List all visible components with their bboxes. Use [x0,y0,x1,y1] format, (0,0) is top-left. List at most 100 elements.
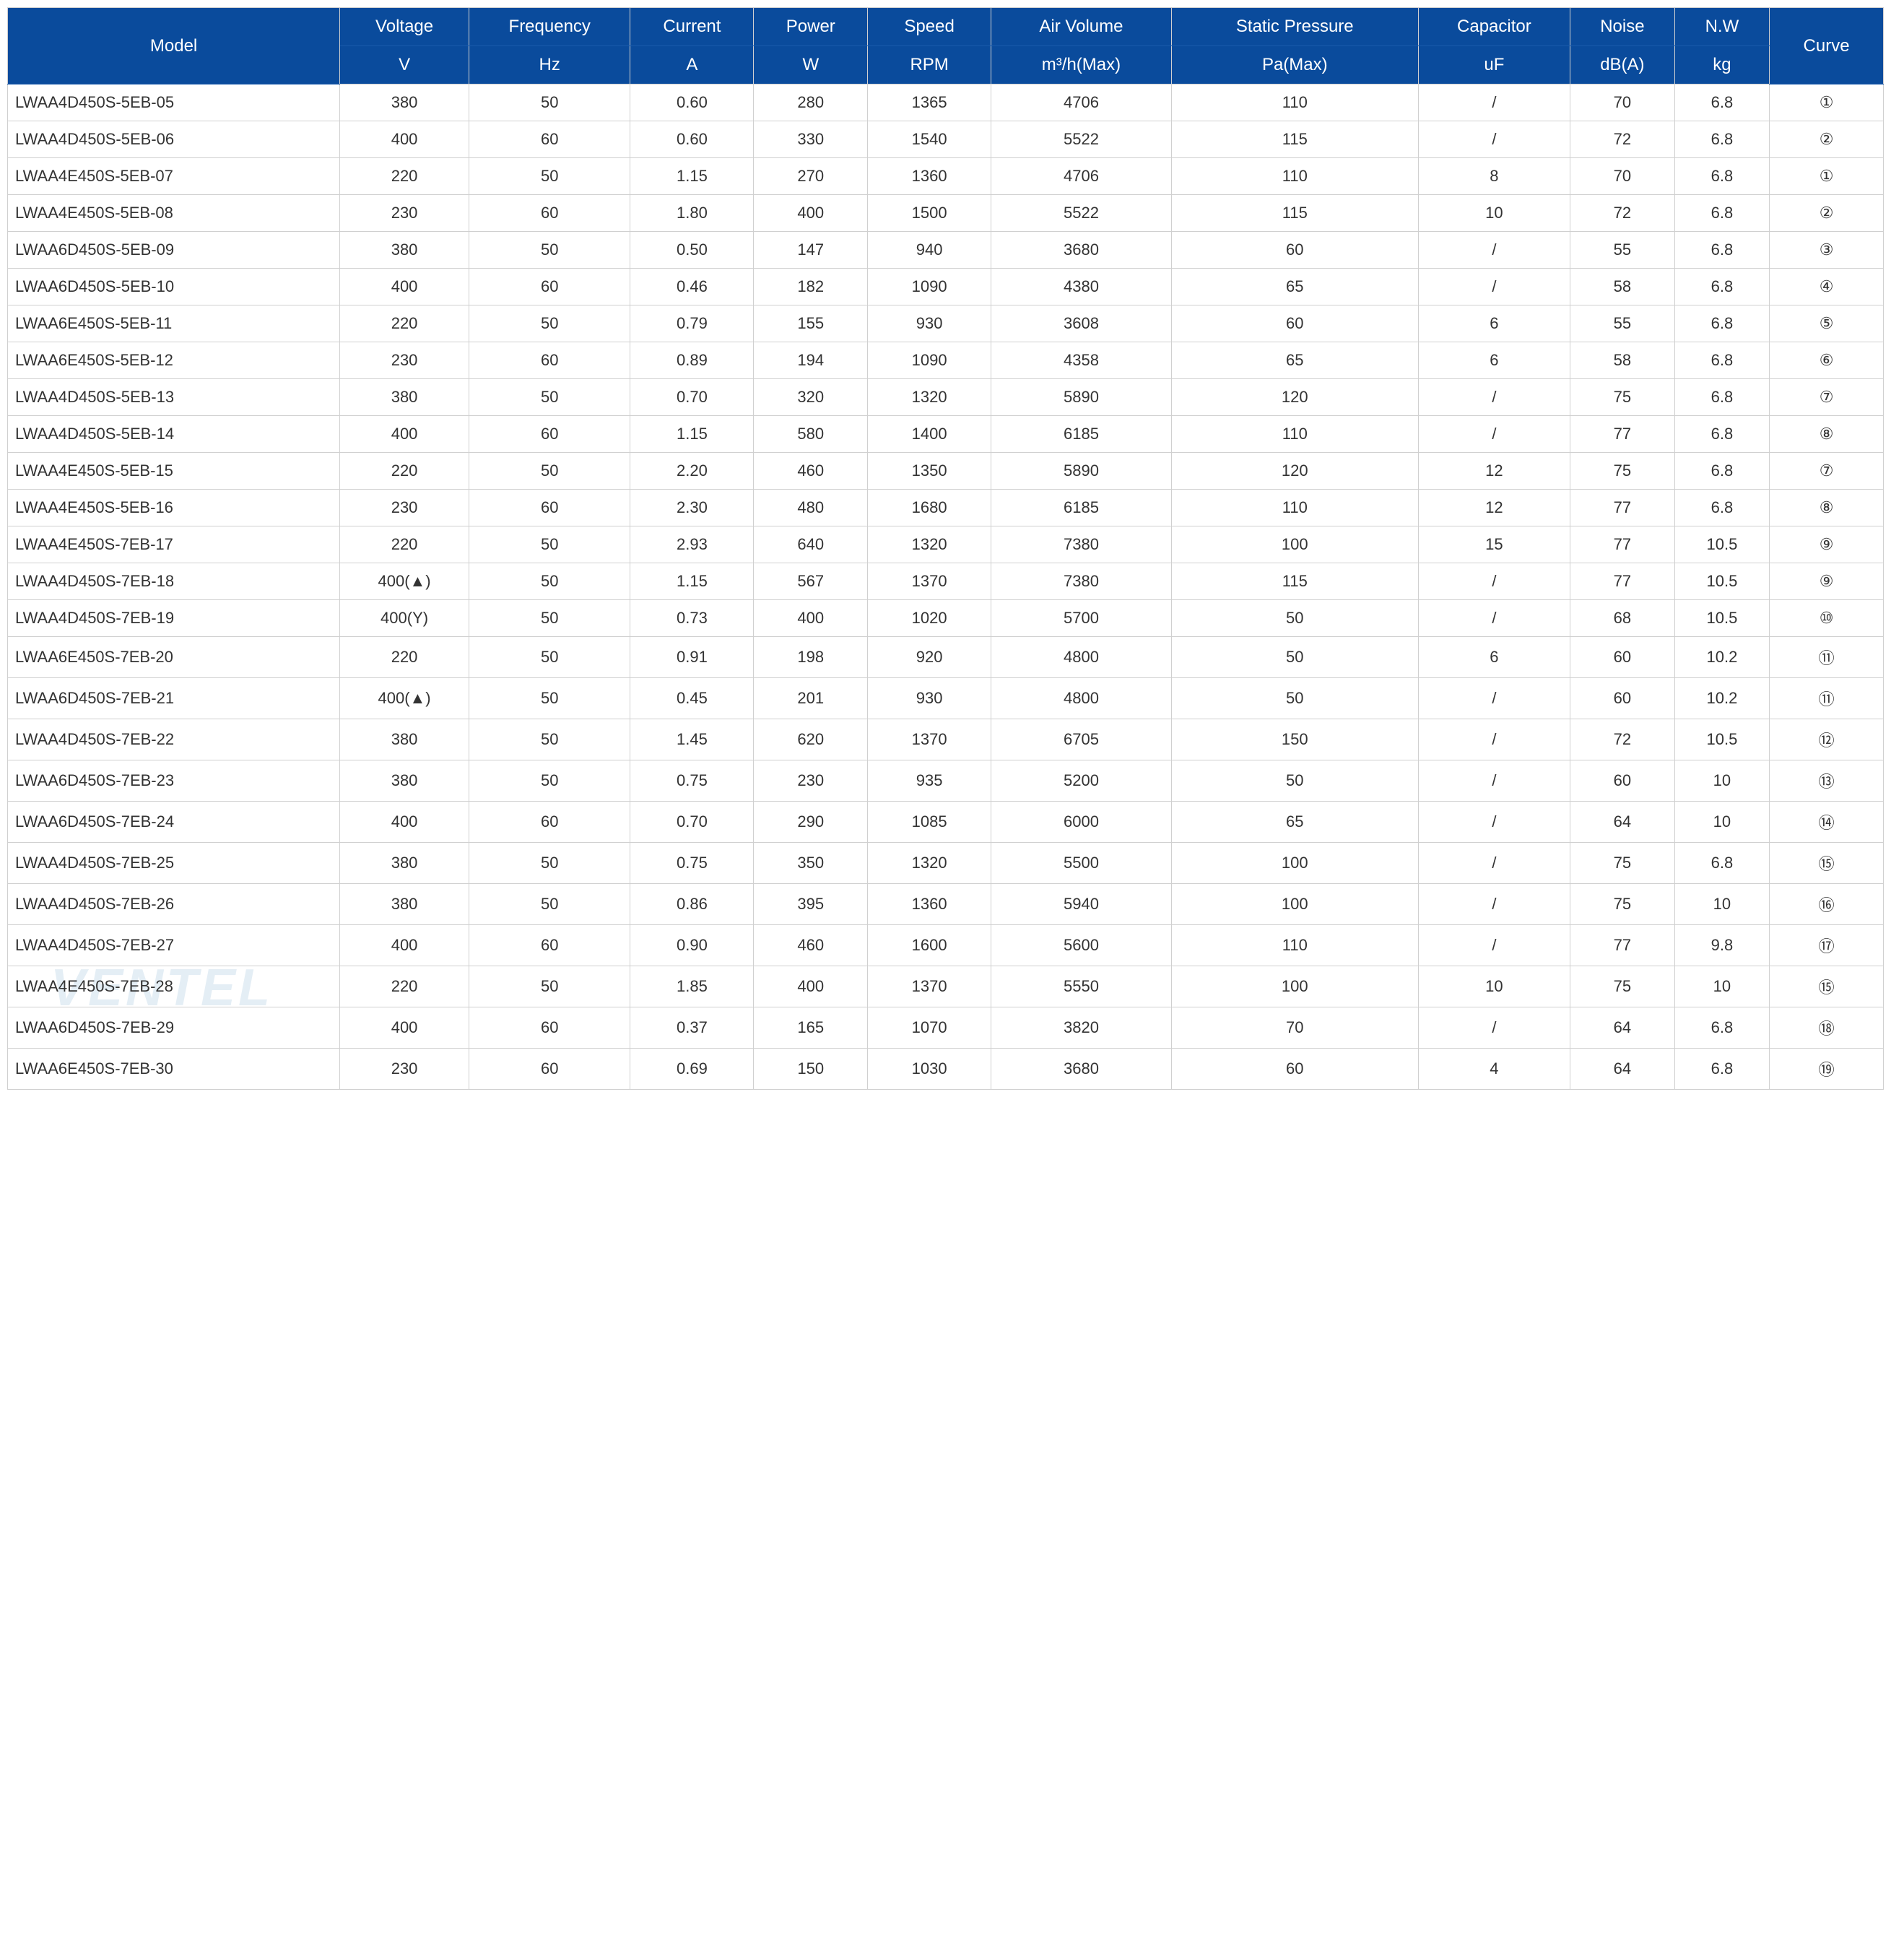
cell-noise: 75 [1570,966,1675,1007]
cell-power: 640 [754,526,868,563]
cell-nw: 10.5 [1674,600,1769,637]
cell-model: LWAA4E450S-5EB-15 [8,453,340,490]
cell-current: 0.79 [630,305,754,342]
cell-model: LWAA4D450S-7EB-27 [8,925,340,966]
table-row: LWAA6D450S-7EB-24400600.702901085600065/… [8,802,1884,843]
cell-speed: 1360 [868,158,991,195]
cell-model: LWAA6D450S-5EB-09 [8,232,340,269]
cell-power: 182 [754,269,868,305]
cell-frequency: 60 [469,490,630,526]
cell-curve: ⑪ [1770,678,1884,719]
header-voltage: Voltage [340,8,469,46]
header-frequency: Frequency [469,8,630,46]
table-row: LWAA4E450S-5EB-16230602.3048016806185110… [8,490,1884,526]
cell-power: 400 [754,195,868,232]
cell-model: LWAA4E450S-7EB-28 [8,966,340,1007]
cell-model: LWAA4D450S-5EB-13 [8,379,340,416]
cell-model: LWAA6D450S-7EB-21 [8,678,340,719]
cell-model: LWAA6D450S-7EB-24 [8,802,340,843]
cell-pressure: 50 [1171,678,1418,719]
cell-curve: ⑱ [1770,1007,1884,1049]
cell-model: LWAA6D450S-7EB-23 [8,760,340,802]
cell-speed: 940 [868,232,991,269]
header-unit-nw: kg [1674,46,1769,84]
cell-frequency: 50 [469,563,630,600]
cell-curve: ② [1770,195,1884,232]
cell-nw: 6.8 [1674,121,1769,158]
cell-noise: 77 [1570,490,1675,526]
cell-noise: 60 [1570,678,1675,719]
cell-model: LWAA4D450S-7EB-22 [8,719,340,760]
cell-voltage: 230 [340,1049,469,1090]
table-row: LWAA4D450S-5EB-14400601.1558014006185110… [8,416,1884,453]
cell-frequency: 50 [469,843,630,884]
cell-nw: 6.8 [1674,195,1769,232]
cell-speed: 1600 [868,925,991,966]
cell-power: 330 [754,121,868,158]
cell-pressure: 115 [1171,563,1418,600]
cell-model: LWAA6E450S-5EB-11 [8,305,340,342]
cell-pressure: 110 [1171,490,1418,526]
cell-model: LWAA4E450S-5EB-16 [8,490,340,526]
cell-current: 0.89 [630,342,754,379]
cell-current: 0.86 [630,884,754,925]
cell-frequency: 50 [469,84,630,121]
cell-capacitor: / [1418,719,1570,760]
cell-nw: 6.8 [1674,453,1769,490]
cell-speed: 1540 [868,121,991,158]
cell-model: LWAA4D450S-7EB-25 [8,843,340,884]
cell-pressure: 115 [1171,195,1418,232]
cell-noise: 60 [1570,637,1675,678]
cell-nw: 6.8 [1674,1007,1769,1049]
cell-current: 0.70 [630,802,754,843]
cell-pressure: 50 [1171,600,1418,637]
cell-model: LWAA6D450S-5EB-10 [8,269,340,305]
cell-capacitor: 10 [1418,966,1570,1007]
cell-power: 280 [754,84,868,121]
cell-frequency: 50 [469,232,630,269]
cell-model: LWAA4E450S-5EB-08 [8,195,340,232]
cell-capacitor: / [1418,379,1570,416]
table-row: LWAA6E450S-7EB-20220500.9119892048005066… [8,637,1884,678]
cell-capacitor: 12 [1418,490,1570,526]
cell-speed: 1020 [868,600,991,637]
cell-nw: 6.8 [1674,232,1769,269]
cell-airvolume: 5890 [991,379,1172,416]
cell-pressure: 65 [1171,342,1418,379]
cell-airvolume: 6705 [991,719,1172,760]
cell-nw: 10.2 [1674,678,1769,719]
cell-voltage: 380 [340,84,469,121]
cell-pressure: 60 [1171,232,1418,269]
cell-capacitor: 6 [1418,305,1570,342]
cell-noise: 75 [1570,884,1675,925]
cell-power: 620 [754,719,868,760]
cell-pressure: 65 [1171,802,1418,843]
cell-noise: 58 [1570,269,1675,305]
cell-curve: ① [1770,84,1884,121]
table-row: LWAA6E450S-7EB-30230600.6915010303680604… [8,1049,1884,1090]
cell-frequency: 50 [469,305,630,342]
cell-voltage: 400 [340,1007,469,1049]
table-row: LWAA4D450S-7EB-25380500.7535013205500100… [8,843,1884,884]
cell-voltage: 230 [340,490,469,526]
cell-model: LWAA4D450S-5EB-14 [8,416,340,453]
cell-curve: ⑦ [1770,453,1884,490]
cell-airvolume: 5200 [991,760,1172,802]
cell-current: 0.75 [630,760,754,802]
table-row: LWAA6D450S-7EB-21400(▲)500.4520193048005… [8,678,1884,719]
cell-curve: ⑧ [1770,416,1884,453]
cell-noise: 58 [1570,342,1675,379]
cell-nw: 6.8 [1674,305,1769,342]
cell-capacitor: / [1418,760,1570,802]
cell-nw: 6.8 [1674,1049,1769,1090]
cell-noise: 55 [1570,232,1675,269]
cell-airvolume: 6000 [991,802,1172,843]
table-row: LWAA6E450S-5EB-11220500.7915593036086065… [8,305,1884,342]
header-unit-voltage: V [340,46,469,84]
cell-curve: ⑪ [1770,637,1884,678]
cell-capacitor: 4 [1418,1049,1570,1090]
cell-power: 290 [754,802,868,843]
cell-airvolume: 6185 [991,490,1172,526]
cell-current: 0.60 [630,84,754,121]
header-unit-current: A [630,46,754,84]
